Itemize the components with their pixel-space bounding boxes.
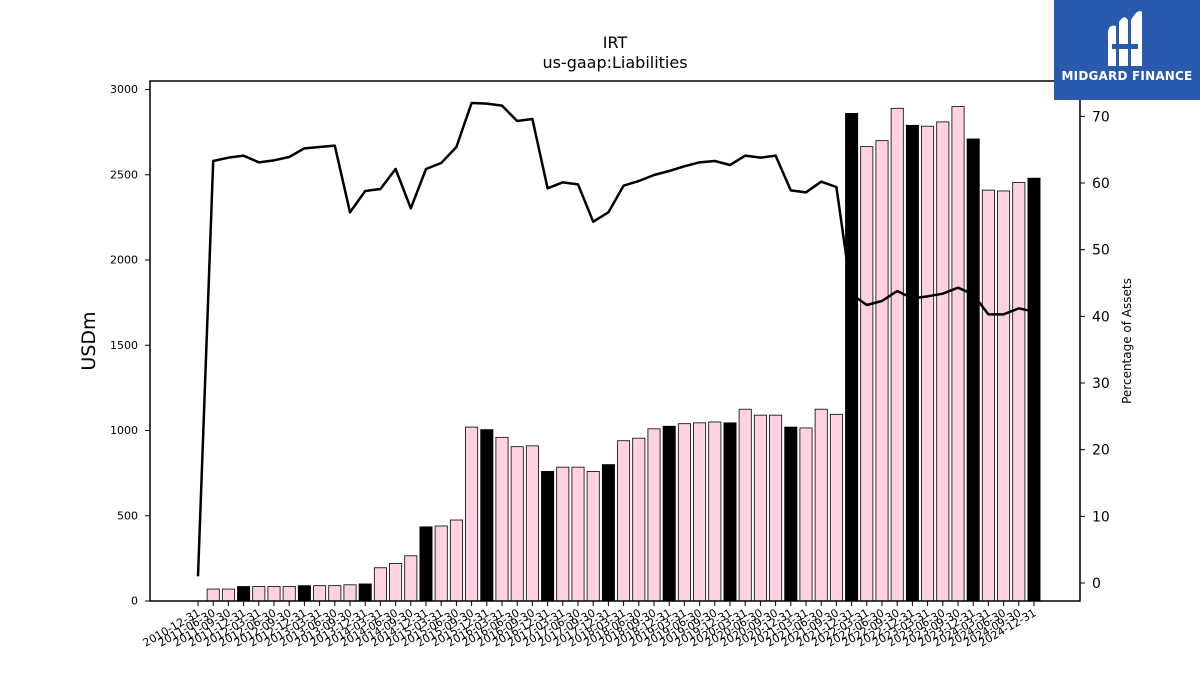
brand-mark-icon — [1108, 11, 1142, 66]
bar-2021-06-30 — [814, 408, 828, 602]
bar-2020-09-30 — [769, 414, 783, 602]
bar-2017-06-30 — [571, 466, 585, 602]
bar-2016-12-31 — [541, 471, 555, 602]
percentage-line — [196, 101, 1035, 577]
bar-2012-03-31 — [252, 586, 266, 602]
bar-2023-12-31 — [966, 138, 980, 602]
brand-logo: MIDGARD FINANCE — [1054, 0, 1200, 100]
y-axis-right: 0 10 20 30 40 50 60 70 — [1080, 109, 1110, 592]
bar-2015-06-30 — [449, 519, 463, 602]
bar-2022-03-31 — [860, 146, 874, 602]
bar-2020-06-30 — [753, 414, 767, 602]
bar-2012-12-31 — [297, 585, 311, 602]
chart-title: IRT — [603, 33, 628, 52]
y2-tick-label: 60 — [1092, 176, 1110, 192]
bar-2014-06-30 — [389, 563, 403, 602]
y-axis-left: 0 500 1000 1500 2000 2500 3000 — [110, 83, 150, 608]
bar-2017-12-31 — [601, 464, 615, 602]
bar-2015-09-30 — [465, 426, 479, 602]
plot-frame — [149, 80, 1081, 602]
bar-2023-06-30 — [936, 121, 950, 602]
y2-tick-label: 20 — [1092, 443, 1110, 459]
chart-subtitle: us-gaap:Liabilities — [542, 53, 687, 72]
bar-2016-03-31 — [495, 436, 509, 602]
y2-tick-label: 40 — [1092, 309, 1110, 325]
bar-2015-03-31 — [434, 525, 448, 602]
bar-2014-12-31 — [419, 526, 433, 602]
bar-2021-12-31 — [845, 112, 859, 602]
bar-2018-06-30 — [632, 437, 646, 602]
bar-2015-12-31 — [480, 429, 494, 602]
bar-2021-03-31 — [799, 427, 813, 602]
brand-name: MIDGARD FINANCE — [1061, 69, 1193, 83]
bar-2024-03-31 — [981, 189, 995, 602]
bar-2016-06-30 — [510, 446, 524, 602]
x-axis: 2010-12-312011-06-302011-09-302011-12-31… — [141, 601, 1039, 650]
bar-2024-06-30 — [997, 190, 1011, 602]
bar-2017-09-30 — [586, 471, 600, 602]
y2-tick-label: 70 — [1092, 109, 1110, 125]
bar-2018-03-31 — [617, 440, 631, 602]
bar-2019-09-30 — [708, 421, 722, 602]
bar-2019-06-30 — [693, 422, 707, 602]
bar-2014-09-30 — [404, 555, 418, 602]
y2-tick-label: 30 — [1092, 376, 1110, 392]
bar-2018-12-31 — [662, 425, 676, 602]
bar-2013-06-30 — [328, 585, 342, 602]
bar-2011-09-30 — [221, 588, 235, 602]
y-tick-label: 1500 — [110, 339, 138, 352]
y-tick-label: 2000 — [110, 254, 138, 267]
y2-tick-label: 0 — [1092, 576, 1101, 592]
bar-2022-12-31 — [905, 124, 919, 602]
line-layer — [196, 101, 1035, 577]
bar-2016-09-30 — [525, 445, 539, 602]
bar-2022-06-30 — [875, 140, 889, 602]
bar-2020-12-31 — [784, 426, 798, 602]
y2-axis-label: Percentage of Assets — [1120, 278, 1134, 404]
bar-2022-09-30 — [890, 107, 904, 602]
y-tick-label: 3000 — [110, 83, 138, 96]
bar-2011-12-31 — [237, 586, 251, 602]
y-tick-label: 1000 — [110, 424, 138, 437]
bar-2013-12-31 — [358, 583, 372, 602]
y-tick-label: 0 — [131, 595, 138, 608]
bar-2013-09-30 — [343, 584, 357, 602]
y-axis-label: USDm — [78, 311, 100, 370]
bar-2011-06-30 — [206, 588, 220, 602]
bar-2019-12-31 — [723, 422, 737, 602]
bar-2014-03-31 — [373, 567, 387, 602]
y2-tick-label: 50 — [1092, 243, 1110, 259]
bar-2024-12-31 — [1027, 177, 1041, 602]
bar-2023-03-31 — [921, 125, 935, 602]
bar-2012-06-30 — [267, 586, 281, 602]
bar-2020-03-31 — [738, 408, 752, 602]
bar-2023-09-30 — [951, 106, 965, 602]
bar-2018-09-30 — [647, 428, 661, 602]
y-tick-label: 2500 — [110, 168, 138, 181]
y-tick-label: 500 — [117, 509, 138, 522]
bar-2012-09-30 — [282, 586, 296, 602]
bar-2017-03-31 — [556, 466, 570, 602]
bars-layer — [206, 106, 1041, 602]
bar-2021-09-30 — [829, 413, 843, 602]
bar-2019-03-31 — [677, 423, 691, 602]
bar-2024-09-30 — [1012, 182, 1026, 602]
bar-2013-03-31 — [313, 585, 327, 602]
y2-tick-label: 10 — [1092, 509, 1110, 525]
